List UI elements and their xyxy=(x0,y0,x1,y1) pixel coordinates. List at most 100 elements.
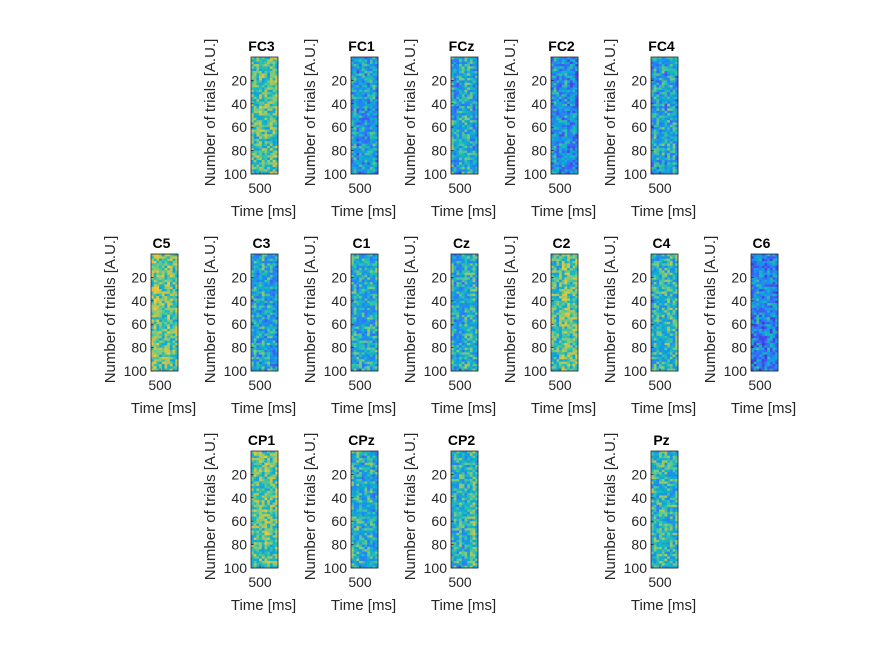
y-axis-label: Number of trials [A.U.] xyxy=(202,236,219,384)
y-tick-label: 20 xyxy=(231,72,247,88)
y-tick-label: 80 xyxy=(331,537,347,553)
y-tick-label: 100 xyxy=(224,166,248,182)
x-tick-label: 500 xyxy=(648,574,672,590)
x-axis-label: Time [ms] xyxy=(631,203,696,220)
x-tick-label: 500 xyxy=(548,377,572,393)
y-tick-label: 80 xyxy=(231,340,247,356)
axes-box xyxy=(250,450,279,569)
axes-box xyxy=(350,253,379,372)
x-axis-label: Time [ms] xyxy=(431,203,496,220)
y-tick-label: 40 xyxy=(631,293,647,309)
x-axis-label: Time [ms] xyxy=(631,400,696,417)
heatmap-cells xyxy=(651,254,679,372)
y-tick-label: 100 xyxy=(624,560,648,576)
heatmap-cells xyxy=(351,451,379,569)
y-tick-label: 100 xyxy=(324,560,348,576)
x-tick-label: 500 xyxy=(448,574,472,590)
panel-title: C4 xyxy=(653,235,671,251)
axes-box xyxy=(450,253,479,372)
y-axis-label: Number of trials [A.U.] xyxy=(602,433,619,581)
y-tick-label: 80 xyxy=(231,143,247,159)
y-axis-label: Number of trials [A.U.] xyxy=(102,236,119,384)
y-tick-label: 40 xyxy=(331,293,347,309)
heatmap-cells xyxy=(251,254,279,372)
heatmap-cells xyxy=(351,254,379,372)
x-axis-label: Time [ms] xyxy=(431,400,496,417)
axes-box xyxy=(150,253,179,372)
y-tick-label: 40 xyxy=(231,490,247,506)
heatmap-cells xyxy=(651,451,679,569)
y-tick-label: 40 xyxy=(231,293,247,309)
x-axis-label: Time [ms] xyxy=(331,203,396,220)
axes-box xyxy=(650,56,679,175)
x-axis-label: Time [ms] xyxy=(131,400,196,417)
y-tick-label: 60 xyxy=(631,119,647,135)
y-tick-label: 100 xyxy=(724,363,748,379)
panel-title: C1 xyxy=(353,235,371,251)
x-tick-label: 500 xyxy=(348,180,372,196)
x-tick-label: 500 xyxy=(648,180,672,196)
y-tick-label: 40 xyxy=(331,490,347,506)
y-tick-label: 40 xyxy=(131,293,147,309)
x-axis-label: Time [ms] xyxy=(231,597,296,614)
y-tick-label: 20 xyxy=(431,269,447,285)
panel-title: FC4 xyxy=(648,38,675,54)
y-tick-label: 80 xyxy=(431,537,447,553)
y-tick-label: 80 xyxy=(431,340,447,356)
y-axis-label: Number of trials [A.U.] xyxy=(302,433,319,581)
y-tick-label: 100 xyxy=(624,363,648,379)
heatmap-cells xyxy=(651,57,679,175)
x-axis-label: Time [ms] xyxy=(531,400,596,417)
axes-box xyxy=(450,450,479,569)
y-tick-label: 100 xyxy=(524,166,548,182)
x-axis-label: Time [ms] xyxy=(231,203,296,220)
y-tick-label: 40 xyxy=(431,490,447,506)
y-tick-label: 80 xyxy=(731,340,747,356)
y-axis-label: Number of trials [A.U.] xyxy=(602,39,619,187)
y-tick-label: 80 xyxy=(231,537,247,553)
x-tick-label: 500 xyxy=(148,377,172,393)
heatmap-cells xyxy=(551,57,579,175)
x-tick-label: 500 xyxy=(248,377,272,393)
y-tick-label: 80 xyxy=(631,143,647,159)
y-tick-label: 80 xyxy=(331,340,347,356)
y-tick-label: 60 xyxy=(431,119,447,135)
x-axis-label: Time [ms] xyxy=(731,400,796,417)
y-tick-label: 60 xyxy=(531,316,547,332)
y-tick-label: 40 xyxy=(531,96,547,112)
x-axis-label: Time [ms] xyxy=(331,597,396,614)
y-axis-label: Number of trials [A.U.] xyxy=(302,39,319,187)
heatmap-cells xyxy=(451,451,479,569)
heatmap-cells xyxy=(451,254,479,372)
panel-title: FC3 xyxy=(248,38,275,54)
y-tick-label: 80 xyxy=(531,143,547,159)
x-tick-label: 500 xyxy=(648,377,672,393)
panel-title: FCz xyxy=(449,38,475,54)
y-tick-label: 80 xyxy=(331,143,347,159)
y-tick-label: 100 xyxy=(324,166,348,182)
axes-box xyxy=(750,253,779,372)
axes-box xyxy=(350,450,379,569)
x-tick-label: 500 xyxy=(248,180,272,196)
y-tick-label: 60 xyxy=(631,316,647,332)
y-axis-label: Number of trials [A.U.] xyxy=(602,236,619,384)
x-tick-label: 500 xyxy=(548,180,572,196)
y-axis-label: Number of trials [A.U.] xyxy=(702,236,719,384)
axes-box xyxy=(350,56,379,175)
axes-box xyxy=(550,56,579,175)
y-tick-label: 100 xyxy=(424,363,448,379)
axes-box xyxy=(650,253,679,372)
y-tick-label: 20 xyxy=(431,466,447,482)
axes-box xyxy=(250,253,279,372)
y-tick-label: 100 xyxy=(324,363,348,379)
